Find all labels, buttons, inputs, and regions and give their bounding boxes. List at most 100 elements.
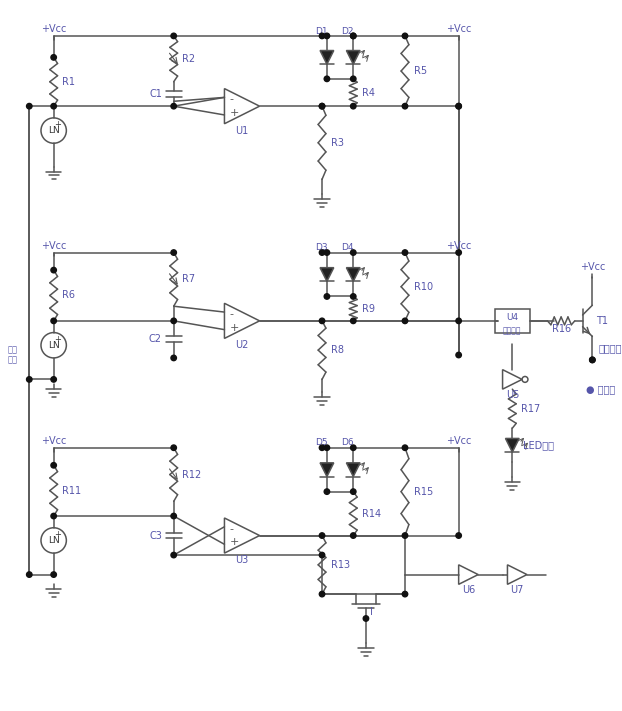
- Text: -: -: [230, 524, 233, 534]
- Text: +: +: [54, 335, 61, 344]
- Circle shape: [456, 103, 462, 109]
- Circle shape: [27, 572, 32, 577]
- Text: LN: LN: [48, 536, 60, 545]
- Circle shape: [319, 445, 325, 451]
- Text: LN: LN: [48, 341, 60, 350]
- Circle shape: [171, 552, 177, 558]
- Text: C1: C1: [149, 89, 162, 99]
- Text: D4: D4: [341, 243, 354, 252]
- Circle shape: [351, 33, 356, 38]
- Circle shape: [351, 33, 356, 38]
- Circle shape: [51, 572, 57, 577]
- Text: D3: D3: [315, 243, 327, 252]
- Circle shape: [351, 103, 356, 109]
- Text: D6: D6: [341, 439, 354, 447]
- Circle shape: [351, 250, 356, 255]
- Circle shape: [456, 533, 462, 538]
- Polygon shape: [346, 463, 360, 476]
- Circle shape: [456, 352, 462, 358]
- Circle shape: [363, 616, 369, 621]
- Text: +Vcc: +Vcc: [580, 262, 605, 272]
- Polygon shape: [320, 267, 334, 282]
- Text: R8: R8: [331, 345, 344, 355]
- Text: +: +: [54, 530, 61, 539]
- Circle shape: [351, 489, 356, 494]
- Circle shape: [324, 489, 330, 494]
- Bar: [494, 309, 530, 333]
- Circle shape: [402, 103, 407, 109]
- Text: +Vcc: +Vcc: [446, 241, 471, 251]
- Text: U5: U5: [506, 390, 519, 400]
- Circle shape: [351, 76, 356, 82]
- Text: R7: R7: [182, 274, 195, 284]
- Text: 红灯
显示: 红灯 显示: [8, 346, 18, 365]
- Text: R4: R4: [362, 87, 375, 97]
- Circle shape: [456, 318, 462, 324]
- Text: -: -: [230, 309, 233, 319]
- Circle shape: [171, 513, 177, 519]
- Circle shape: [324, 76, 330, 82]
- Polygon shape: [346, 50, 360, 64]
- Text: D2: D2: [341, 26, 354, 36]
- Circle shape: [402, 318, 407, 324]
- Text: R12: R12: [182, 469, 202, 479]
- Polygon shape: [346, 267, 360, 282]
- Circle shape: [319, 533, 325, 538]
- Circle shape: [351, 318, 356, 324]
- Text: LED指示: LED指示: [523, 440, 554, 450]
- Text: R16: R16: [552, 324, 570, 333]
- Text: +: +: [230, 108, 239, 118]
- Circle shape: [402, 445, 407, 451]
- Circle shape: [171, 445, 177, 451]
- Circle shape: [319, 103, 325, 109]
- Circle shape: [51, 513, 57, 519]
- Text: C2: C2: [149, 334, 162, 344]
- Text: R3: R3: [331, 138, 344, 148]
- Text: LN: LN: [48, 126, 60, 135]
- Text: R9: R9: [362, 304, 375, 314]
- Text: R2: R2: [182, 54, 195, 64]
- Circle shape: [351, 533, 356, 538]
- Text: +: +: [54, 120, 61, 129]
- Text: R15: R15: [414, 486, 433, 496]
- Polygon shape: [320, 50, 334, 64]
- Circle shape: [51, 318, 57, 324]
- Text: R5: R5: [414, 66, 427, 76]
- Text: U4: U4: [506, 314, 518, 322]
- Text: 排气风扇: 排气风扇: [598, 343, 622, 353]
- Text: R6: R6: [62, 291, 75, 301]
- Text: ● 蜂鸣器: ● 蜂鸣器: [585, 384, 615, 394]
- Circle shape: [324, 250, 330, 255]
- Circle shape: [590, 357, 595, 363]
- Circle shape: [319, 592, 325, 597]
- Circle shape: [402, 533, 407, 538]
- Circle shape: [51, 103, 57, 109]
- Text: R13: R13: [331, 560, 350, 570]
- Text: D5: D5: [315, 439, 327, 447]
- Circle shape: [27, 103, 32, 109]
- Text: -: -: [230, 95, 233, 105]
- Polygon shape: [506, 439, 519, 452]
- Text: R17: R17: [521, 404, 541, 414]
- Circle shape: [319, 250, 325, 255]
- Circle shape: [590, 357, 595, 363]
- Text: U6: U6: [462, 585, 475, 595]
- Circle shape: [51, 267, 57, 273]
- Text: U2: U2: [235, 341, 249, 351]
- Text: R1: R1: [62, 77, 75, 87]
- Text: R14: R14: [362, 508, 381, 518]
- Circle shape: [171, 33, 177, 38]
- Circle shape: [319, 33, 325, 38]
- Text: U1: U1: [235, 126, 249, 136]
- Text: R10: R10: [414, 282, 433, 292]
- Text: +Vcc: +Vcc: [446, 24, 471, 34]
- Circle shape: [51, 377, 57, 382]
- Circle shape: [351, 294, 356, 299]
- Circle shape: [324, 294, 330, 299]
- Text: D1: D1: [315, 26, 327, 36]
- Circle shape: [402, 592, 407, 597]
- Circle shape: [402, 33, 407, 38]
- Text: +: +: [230, 538, 239, 547]
- Polygon shape: [320, 463, 334, 476]
- Circle shape: [171, 356, 177, 360]
